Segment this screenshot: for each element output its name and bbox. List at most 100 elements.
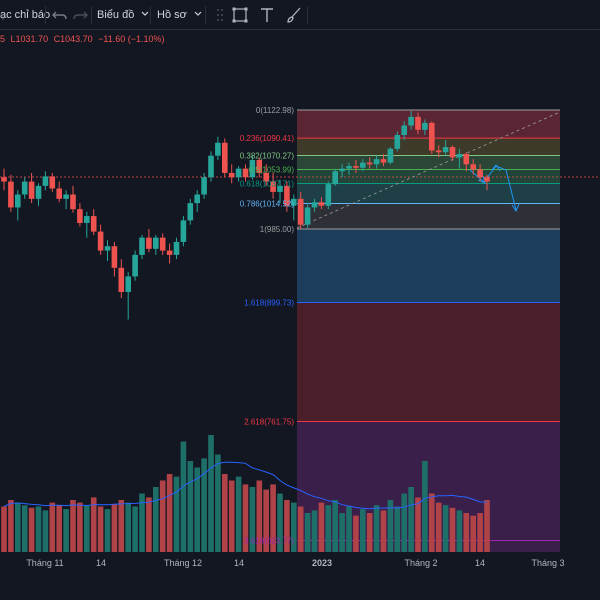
- time-axis-label: 14: [233, 558, 245, 568]
- toolbar-divider: [91, 6, 92, 24]
- volume-bar: [222, 474, 228, 552]
- candle-body: [408, 116, 414, 126]
- candle-body: [118, 267, 125, 292]
- volume-bar: [277, 493, 283, 552]
- indicators-button[interactable]: ạc chỉ báo: [0, 9, 51, 21]
- candle-body: [132, 254, 138, 277]
- fib-level-label: 2.618(761.75): [244, 418, 294, 427]
- volume-bar: [104, 509, 111, 552]
- fib-level-labels: 0(1122.98) 0.236(1090.41) 0.382(1070.27) 0.…: [240, 106, 295, 546]
- candle-body: [422, 122, 428, 130]
- text-tool-icon[interactable]: [257, 5, 277, 25]
- volume-bar: [353, 515, 359, 552]
- fib-zone: [297, 183, 560, 204]
- chevron-down-icon: [141, 11, 149, 16]
- candle-body: [235, 168, 242, 178]
- candle-body: [297, 198, 304, 225]
- fib-level-label: 0.786(1014.52): [240, 200, 295, 209]
- fib-level-label: 3.618(623.77): [244, 537, 294, 546]
- candle-body: [484, 177, 490, 182]
- price-chart[interactable]: 0(1122.98) 0.236(1090.41) 0.382(1070.27) 0.…: [0, 30, 600, 552]
- fib-level-label: 0.618(1037.71): [240, 180, 295, 189]
- undo-icon[interactable]: [50, 5, 70, 25]
- time-axis-label: 14: [95, 558, 107, 568]
- candle-body: [63, 194, 69, 199]
- time-axis-label: Tháng 3: [531, 558, 565, 568]
- volume-bar: [291, 502, 297, 552]
- volume-bar: [56, 505, 62, 552]
- candle-body: [401, 125, 407, 135]
- candle-body: [456, 153, 463, 158]
- fib-zone: [297, 155, 560, 170]
- volume-bar: [284, 500, 290, 552]
- volume-bar: [187, 461, 194, 552]
- volume-bar: [380, 510, 387, 552]
- volume-bar: [304, 513, 311, 552]
- rectangle-tool-icon[interactable]: [230, 5, 250, 25]
- brush-tool-icon[interactable]: [284, 5, 304, 25]
- candle-body: [339, 168, 345, 172]
- fib-zone: [297, 203, 560, 229]
- volume-bar: [415, 497, 421, 552]
- volume-bar: [228, 480, 235, 552]
- candle-body: [215, 142, 221, 156]
- volume-bar: [153, 487, 159, 552]
- candle-body: [222, 142, 228, 173]
- volume-bar: [263, 489, 269, 552]
- volume-bar: [97, 506, 104, 552]
- volume-bar: [373, 505, 380, 552]
- toolbar-divider: [45, 6, 46, 24]
- ohlc-close: C1043.70: [53, 34, 93, 44]
- chart-type-dropdown[interactable]: Biểu đồ: [97, 0, 150, 30]
- candle-body: [173, 241, 180, 255]
- time-axis-label: 14: [474, 558, 486, 568]
- volume-bar: [463, 513, 470, 552]
- candle-body: [187, 203, 194, 221]
- candle-body: [325, 184, 332, 206]
- profile-dropdown[interactable]: Hồ sơ: [157, 0, 203, 30]
- volume-bar: [484, 500, 490, 552]
- redo-icon[interactable]: [70, 5, 90, 25]
- candlesticks: [1, 110, 490, 320]
- volume-ma-line: [3, 461, 488, 510]
- candle-body: [21, 181, 28, 195]
- chevron-down-icon: [194, 11, 202, 16]
- candle-body: [366, 162, 373, 165]
- candle-body: [1, 177, 7, 182]
- drag-handle-icon[interactable]: [210, 5, 230, 25]
- volume-bar: [235, 476, 242, 552]
- fib-zone: [297, 540, 560, 552]
- volume-bar: [49, 502, 56, 552]
- volume-bar: [118, 500, 125, 552]
- volume-bar: [159, 480, 166, 552]
- candle-body: [387, 148, 394, 163]
- volume-bar: [35, 506, 42, 552]
- volume-bar: [422, 461, 428, 552]
- candle-body: [291, 198, 297, 206]
- volume-bar: [297, 506, 304, 552]
- candle-body: [311, 202, 318, 208]
- candle-body: [139, 237, 145, 255]
- candle-body: [284, 185, 290, 206]
- volume-bars: [1, 435, 490, 552]
- volume-bar: [477, 513, 483, 552]
- time-axis-label: 2023: [311, 558, 333, 568]
- candle-body: [242, 168, 249, 178]
- candle-body: [104, 246, 111, 251]
- candle-body: [49, 176, 56, 189]
- candle-body: [249, 160, 256, 178]
- time-axis: Tháng 11 14 Tháng 12 14 2023 Tháng 2 14 Tháng 3: [0, 552, 600, 600]
- candle-body: [332, 171, 338, 185]
- volume-bar: [456, 510, 463, 552]
- chart-type-label: Biểu đồ: [97, 9, 135, 21]
- candle-body: [346, 166, 352, 169]
- volume-bar: [339, 513, 345, 552]
- volume-bar: [346, 506, 352, 552]
- fib-level-label: 1.618(899.73): [244, 299, 294, 308]
- candle-body: [373, 159, 380, 165]
- fib-level-label: 0.382(1070.27): [240, 151, 295, 160]
- volume-bar: [132, 506, 138, 552]
- volume-bar: [270, 484, 276, 552]
- volume-bar: [15, 502, 21, 552]
- volume-bar: [8, 500, 14, 552]
